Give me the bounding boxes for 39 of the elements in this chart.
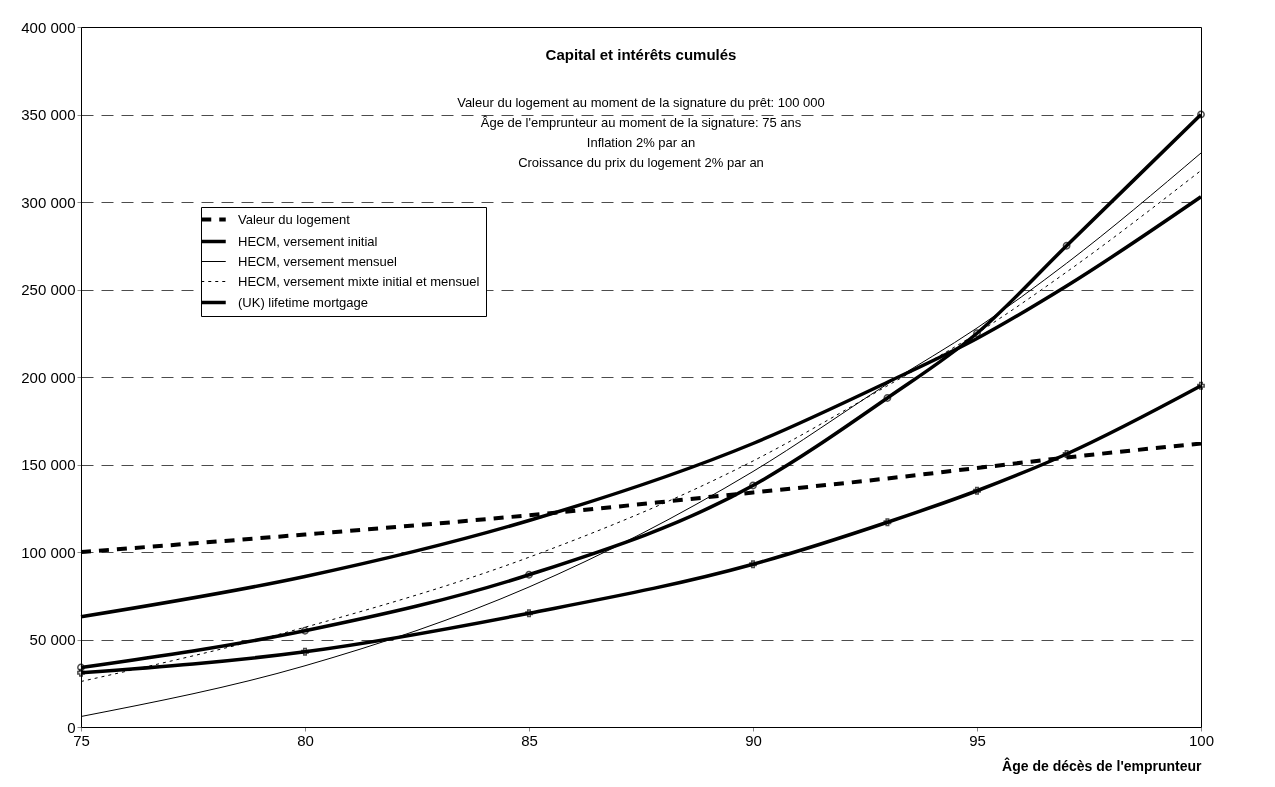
x-axis-title: Âge de décès de l'emprunteur <box>1002 756 1203 774</box>
text: Valeur du logement au moment de la signature du prêt: 100 000 Âge de l'emprunteur au moment de la signature: 75 ans Inflation 2% par an Croissance du prix du logement 2% par an <box>457 95 825 170</box>
point <box>301 626 309 635</box>
point <box>749 481 757 490</box>
point <box>883 394 892 402</box>
point <box>301 647 309 656</box>
point <box>883 518 892 527</box>
legend-label: HECM, versement mixte initial et mensuel <box>238 273 480 289</box>
point <box>77 663 85 672</box>
x-tick-label: 100 <box>1188 731 1215 749</box>
y-tick-label: 0 <box>67 718 76 736</box>
x-tick-label: 95 <box>969 731 986 749</box>
y-tick-label: 150 000 <box>21 456 76 473</box>
point <box>973 329 981 338</box>
x-tick-label: 75 <box>73 731 90 749</box>
point <box>1062 450 1071 458</box>
point <box>1062 241 1071 250</box>
y-tick-label: 400 000 <box>21 18 76 36</box>
y-tick-label: 250 000 <box>21 281 76 298</box>
x-tick-label: 90 <box>745 731 762 749</box>
y-tick-label: 100 000 <box>21 543 76 561</box>
legend-label: HECM, versement mensuel <box>238 253 398 269</box>
point <box>77 668 85 677</box>
y-tick-label: 200 000 <box>21 368 76 386</box>
point <box>749 560 757 569</box>
point <box>1197 110 1205 119</box>
y-tick-label: 350 000 <box>21 106 76 123</box>
text: Capital et intérêts cumulés <box>545 46 737 63</box>
legend-label: (UK) lifetime mortgage <box>238 294 369 310</box>
point <box>525 609 533 618</box>
legend-label: HECM, versement initial <box>238 233 378 249</box>
legend-label: Valeur du logement <box>238 211 351 227</box>
y-tick-label: 300 000 <box>21 193 76 211</box>
x-tick-label: 85 <box>521 731 538 749</box>
x-tick-label: 80 <box>297 731 314 749</box>
point <box>973 486 981 495</box>
y-tick-label: 50 000 <box>29 631 76 648</box>
point <box>525 570 533 579</box>
point <box>1197 381 1205 390</box>
